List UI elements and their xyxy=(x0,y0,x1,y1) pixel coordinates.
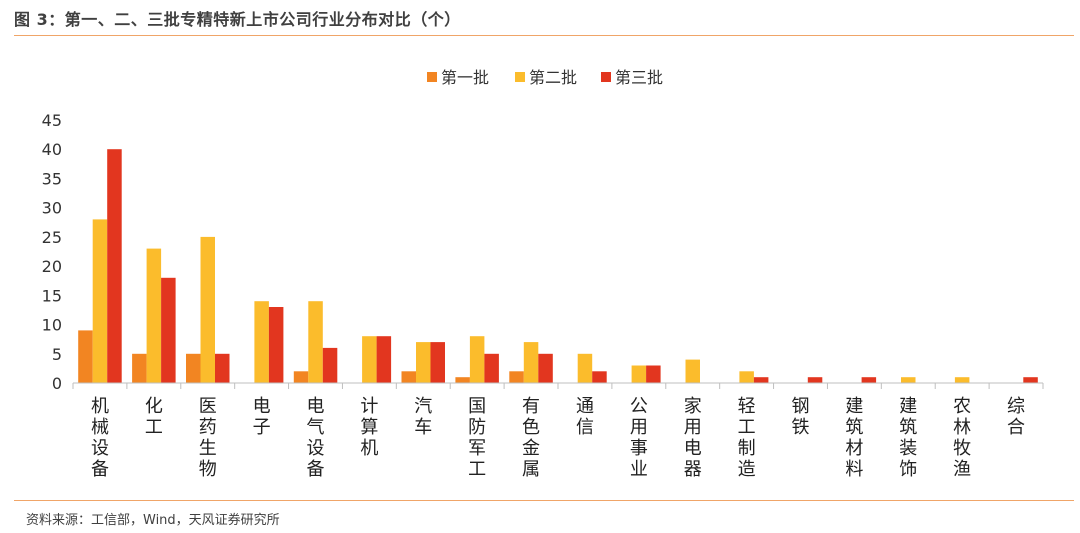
y-tick-label: 45 xyxy=(42,111,62,130)
bar-3-电子 xyxy=(268,307,284,383)
legend-swatch-2 xyxy=(515,72,525,82)
source-divider xyxy=(14,500,1074,501)
y-tick-label: 25 xyxy=(42,228,62,247)
bar-3-汽车 xyxy=(430,342,445,383)
x-tick-label: 电子 xyxy=(253,396,271,438)
bar-2-轻工制造 xyxy=(739,371,754,383)
bar-2-通信 xyxy=(577,353,593,383)
x-tick-label: 医药生物 xyxy=(199,396,217,480)
legend-label-2: 第二批 xyxy=(529,68,577,87)
y-axis: 0 5 10 15 20 25 30 35 40 45 xyxy=(42,111,62,393)
y-tick-label: 15 xyxy=(42,286,62,305)
legend-swatch-1 xyxy=(427,72,437,82)
x-tick-label: 有色金属 xyxy=(522,396,540,480)
x-tick-label: 建筑装饰 xyxy=(899,396,917,480)
x-tick-label: 国防军工 xyxy=(468,396,486,480)
x-axis: 机械设备 化工 医药生物 电子 电气设备 计算机 汽车 国防军工 有色金属 通信 公用事业 家用电器 轻… xyxy=(72,382,1044,480)
title-divider xyxy=(14,35,1074,36)
x-tick-label: 综合 xyxy=(1007,396,1025,438)
bar-1-国防军工 xyxy=(455,377,470,383)
bar-3-机械设备 xyxy=(107,149,122,383)
bar-3-钢铁 xyxy=(807,377,823,383)
bar-3-公用事业 xyxy=(646,365,661,383)
x-tick-label: 电气设备 xyxy=(307,396,325,480)
bar-2-化工 xyxy=(146,248,162,383)
bar-3-有色金属 xyxy=(538,353,553,383)
x-tick-label: 公用事业 xyxy=(630,396,648,480)
x-tick-label: 汽车 xyxy=(414,396,432,438)
source-note: 资料来源：工信部，Wind，天风证券研究所 xyxy=(26,513,280,528)
x-tick-label: 机械设备 xyxy=(91,396,109,480)
y-tick-label: 40 xyxy=(42,140,62,159)
bars xyxy=(78,149,1038,383)
bar-2-医药生物 xyxy=(200,236,215,383)
bar-2-家用电器 xyxy=(685,359,700,383)
x-tick-label: 建筑材料 xyxy=(845,396,863,480)
y-tick-label: 20 xyxy=(42,257,62,276)
bar-2-汽车 xyxy=(416,342,431,383)
x-tick-label: 通信 xyxy=(576,396,594,438)
x-tick-label: 计算机 xyxy=(360,396,378,459)
bar-2-电子 xyxy=(254,301,269,383)
bar-3-电气设备 xyxy=(322,347,338,383)
legend-label-1: 第一批 xyxy=(441,68,489,87)
x-tick-label: 化工 xyxy=(145,396,163,438)
bar-2-电气设备 xyxy=(308,301,323,383)
bar-2-计算机 xyxy=(362,336,377,383)
bar-2-有色金属 xyxy=(523,342,539,383)
bar-1-医药生物 xyxy=(186,353,201,383)
bar-3-化工 xyxy=(161,277,176,383)
y-tick-label: 5 xyxy=(52,345,62,364)
bar-3-计算机 xyxy=(376,336,392,383)
bar-3-医药生物 xyxy=(215,353,230,383)
x-tick-label: 钢铁 xyxy=(792,396,810,438)
x-tick-label: 家用电器 xyxy=(684,396,702,480)
bar-2-机械设备 xyxy=(92,219,108,383)
bar-2-国防军工 xyxy=(469,336,485,383)
bar-chart: 第一批 第二批 第三批 0 5 10 15 20 25 30 35 40 45 机械设备 化工 医药生物 电… xyxy=(42,68,1044,480)
bar-1-化工 xyxy=(132,353,147,383)
legend-label-3: 第三批 xyxy=(615,68,663,87)
bar-2-建筑装饰 xyxy=(901,377,916,383)
bar-3-通信 xyxy=(592,371,607,383)
bar-2-公用事业 xyxy=(631,365,647,383)
y-tick-label: 0 xyxy=(52,374,62,393)
x-tick-label: 农林牧渔 xyxy=(953,396,971,480)
bar-1-有色金属 xyxy=(509,371,524,383)
legend-swatch-3 xyxy=(601,72,611,82)
bar-3-综合 xyxy=(1023,377,1038,383)
bar-1-汽车 xyxy=(401,371,416,383)
figure-title: 图 3：第一、二、三批专精特新上市公司行业分布对比（个） xyxy=(14,10,461,29)
bar-1-机械设备 xyxy=(78,330,93,383)
bar-1-电气设备 xyxy=(293,371,309,383)
x-tick-label: 轻工制造 xyxy=(738,396,756,480)
y-tick-label: 30 xyxy=(42,199,62,218)
bar-3-轻工制造 xyxy=(753,377,769,383)
bar-3-建筑材料 xyxy=(861,377,877,383)
bar-3-国防军工 xyxy=(484,353,499,383)
y-tick-label: 10 xyxy=(42,316,62,335)
bar-2-农林牧渔 xyxy=(954,377,970,383)
y-tick-label: 35 xyxy=(42,169,62,188)
legend: 第一批 第二批 第三批 xyxy=(427,68,663,87)
